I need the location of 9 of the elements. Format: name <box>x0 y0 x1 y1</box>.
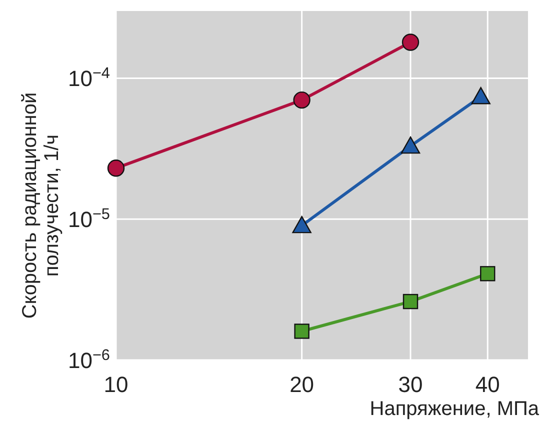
y-axis-title: Скорость радиационной ползучести, 1/ч <box>19 92 63 319</box>
y-tick-label: 10$^{−4}$ <box>68 64 110 92</box>
y-tick-label: 10$^{−6}$ <box>68 346 110 373</box>
x-tick-label: 20 <box>290 372 314 397</box>
x-tick-label: 30 <box>398 372 423 397</box>
x-tick-label: 40 <box>475 372 500 397</box>
x-axis-title: Напряжение, МПа <box>370 398 540 420</box>
x-tick-label: 10 <box>104 372 128 397</box>
y-tick-label: 10$^{−5}$ <box>68 206 110 232</box>
